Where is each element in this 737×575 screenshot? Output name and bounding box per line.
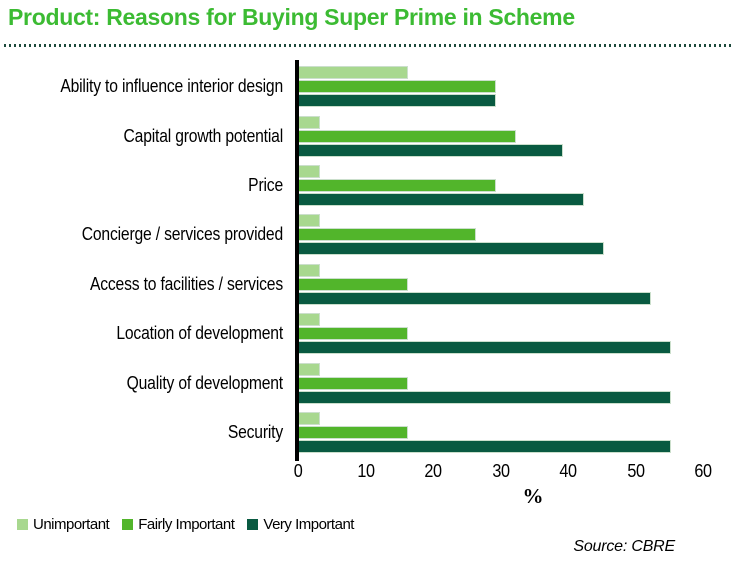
category-row: Capital growth potential [0, 111, 737, 160]
x-tick-label: 60 [694, 461, 712, 481]
category-label: Concierge / services provided [81, 224, 283, 245]
bar-unimportant [299, 362, 321, 376]
bar-unimportant [299, 411, 321, 425]
category-label: Ability to influence interior design [60, 76, 284, 97]
category-label: Price [248, 174, 283, 195]
x-tick-label: 50 [626, 461, 645, 481]
bar-very-important [299, 242, 604, 256]
category-label: Location of development [116, 323, 283, 344]
bar-fairly-important [299, 376, 408, 390]
x-tick-label: 20 [424, 461, 442, 481]
category-row: Quality of development [0, 358, 737, 407]
category-row: Security [0, 408, 737, 457]
legend-swatch-icon [247, 519, 259, 530]
bar-group [299, 214, 604, 256]
bar-fairly-important [299, 129, 516, 143]
legend-item: Very Important [247, 516, 354, 533]
bar-group [299, 263, 651, 305]
x-axis-label: % [522, 484, 544, 508]
bar-group [299, 313, 672, 355]
bar-fairly-important [299, 327, 408, 341]
bar-fairly-important [299, 80, 496, 94]
bar-group [299, 362, 672, 404]
title-divider-dotted-rule [4, 44, 731, 47]
x-tick-label: 40 [559, 461, 577, 481]
legend-swatch-icon [122, 519, 134, 530]
category-row: Access to facilities / services [0, 260, 737, 309]
plot-area: Ability to influence interior design Capi… [0, 62, 737, 457]
bar-unimportant [299, 164, 321, 178]
bar-group [299, 164, 584, 206]
bar-very-important [299, 341, 672, 355]
y-axis-line [295, 60, 299, 461]
bar-group [299, 66, 496, 108]
bar-very-important [299, 94, 496, 108]
x-tick-label: 10 [356, 461, 375, 481]
legend-label: Unimportant [33, 516, 110, 533]
legend-swatch-icon [17, 519, 28, 530]
category-row: Ability to influence interior design [0, 62, 737, 111]
category-row: Location of development [0, 309, 737, 358]
bar-very-important [299, 439, 672, 453]
legend: Unimportant Fairly Important Very Importan… [17, 516, 354, 533]
bar-unimportant [299, 214, 321, 228]
x-tick-label: 0 [293, 461, 303, 481]
bar-fairly-important [299, 178, 496, 192]
chart-title: Product: Reasons for Buying Super Prime … [8, 4, 575, 30]
bar-fairly-important [299, 277, 408, 291]
bar-unimportant [299, 313, 321, 327]
legend-item: Fairly Important [122, 516, 235, 533]
bar-unimportant [299, 115, 321, 129]
category-label: Quality of development [126, 372, 284, 393]
bar-very-important [299, 192, 584, 206]
bar-fairly-important [299, 228, 476, 242]
legend-label: Very Important [263, 516, 354, 533]
category-label: Capital growth potential [123, 125, 284, 146]
legend-label: Fairly Important [138, 516, 235, 533]
category-row: Price [0, 161, 737, 210]
bar-group [299, 411, 672, 453]
category-label: Access to facilities / services [89, 273, 283, 294]
bar-very-important [299, 390, 672, 404]
x-axis-ticks: 0 10 20 30 40 50 60 [294, 461, 712, 483]
bar-group [299, 115, 564, 157]
bar-very-important [299, 291, 651, 305]
bar-unimportant [299, 66, 408, 80]
category-row: Concierge / services provided [0, 210, 737, 259]
source-credit: Source: CBRE [573, 538, 675, 555]
bar-unimportant [299, 263, 321, 277]
bar-very-important [299, 143, 564, 157]
category-label: Security [227, 421, 283, 442]
legend-item: Unimportant [17, 516, 110, 533]
bar-fairly-important [299, 425, 408, 439]
x-tick-label: 30 [491, 461, 510, 481]
